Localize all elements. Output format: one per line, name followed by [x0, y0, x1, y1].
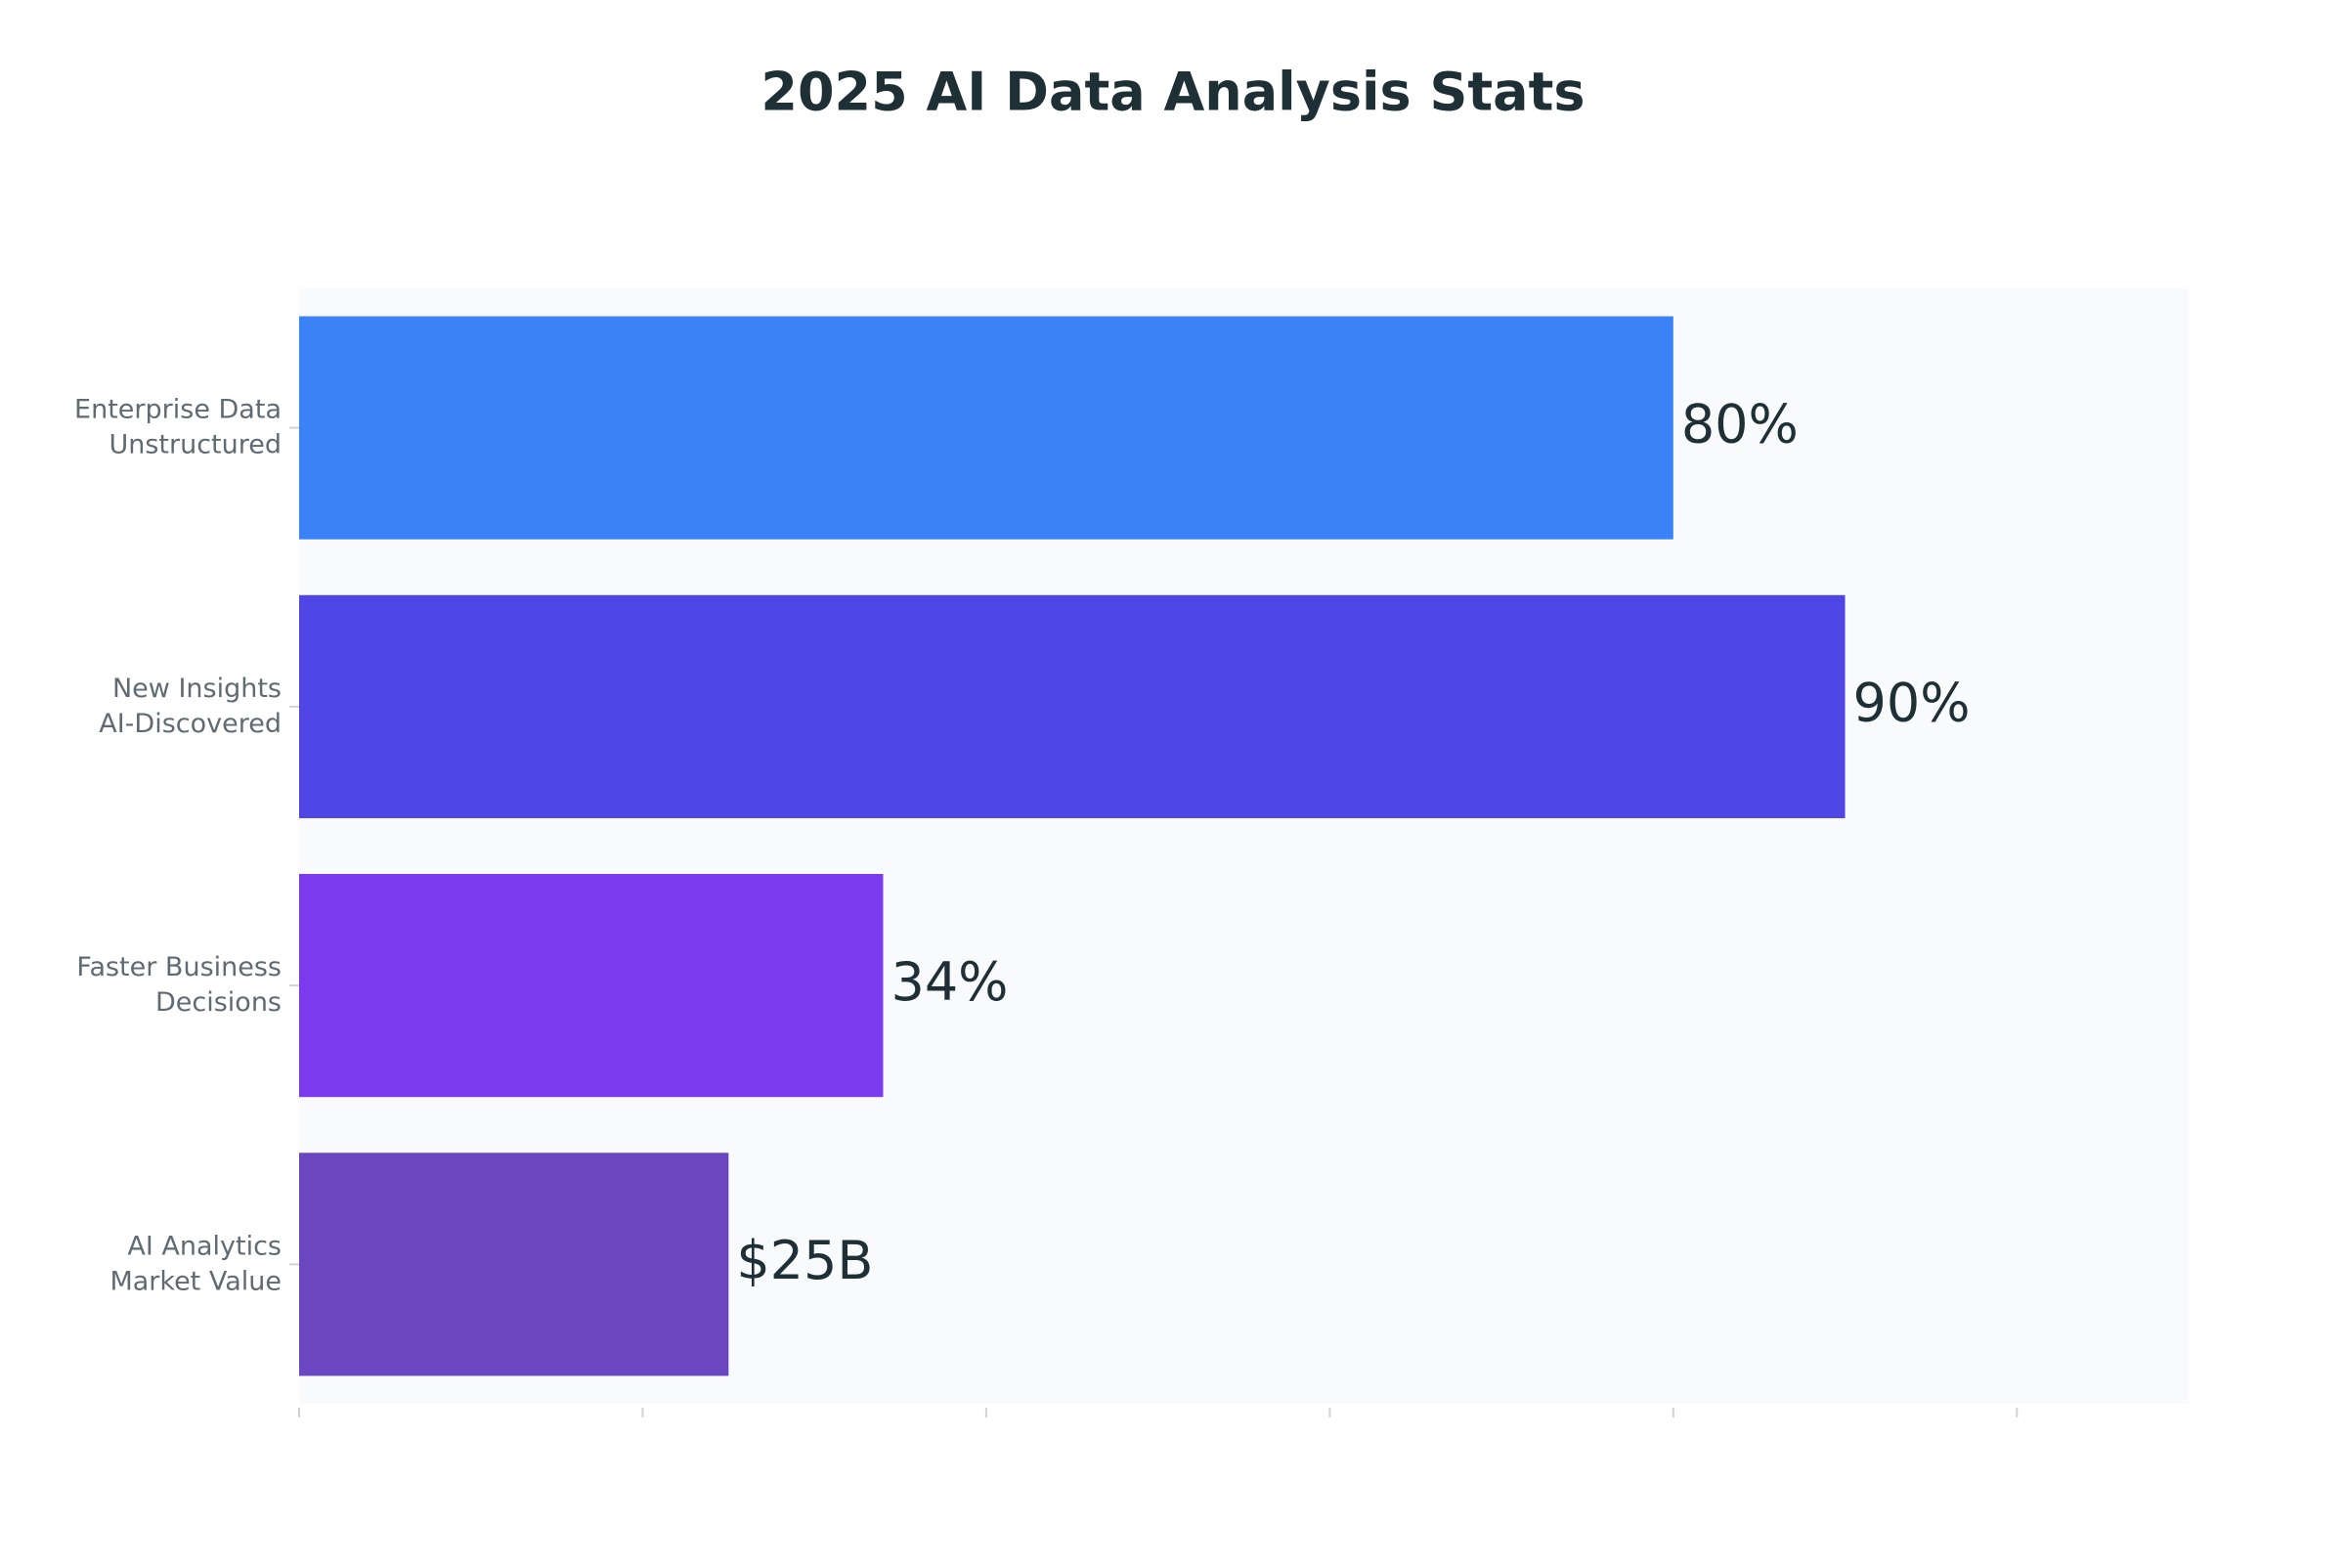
y-tick-label: AI Analytics Market Value: [109, 1231, 282, 1296]
y-tick-label-line: AI Analytics: [127, 1231, 282, 1261]
value-label: 90%: [1853, 673, 1971, 734]
y-tick-label: Faster Business Decisions: [76, 952, 282, 1018]
bar: [299, 1153, 729, 1376]
y-tick-label-line: Enterprise Data: [74, 394, 282, 424]
y-tick-label-line: New Insights: [112, 673, 282, 703]
value-label: 34%: [891, 951, 1008, 1013]
y-tick-label-line: AI-Discovered: [99, 708, 282, 738]
y-tick-label-line: Unstructured: [109, 429, 282, 459]
y-tick-label-line: Faster Business: [76, 952, 282, 982]
bar: [299, 594, 1846, 818]
bar: [299, 316, 1673, 540]
value-label: $25B: [736, 1230, 873, 1291]
value-label: 80%: [1681, 393, 1799, 455]
y-tick-label: New Insights AI-Discovered: [99, 673, 282, 738]
chart-title: 2025 AI Data Analysis Stats: [760, 62, 1585, 123]
y-tick-label: Enterprise Data Unstructured: [74, 394, 282, 459]
bar: [299, 874, 884, 1098]
y-tick-label-line: Market Value: [109, 1266, 282, 1296]
y-tick-label-line: Decisions: [155, 987, 282, 1018]
